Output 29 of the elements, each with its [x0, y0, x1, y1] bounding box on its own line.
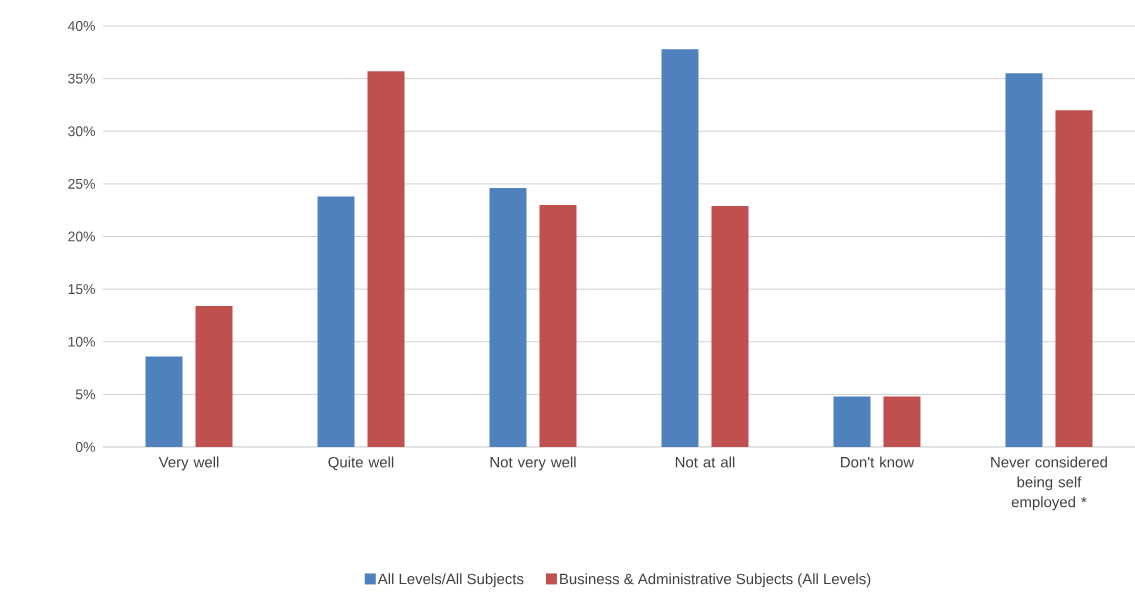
bar — [1055, 110, 1093, 447]
bar — [489, 188, 527, 447]
bar — [661, 49, 699, 447]
x-tick-label: Quite well — [328, 456, 394, 471]
bar — [711, 205, 749, 447]
y-tick-label: 20% — [68, 231, 95, 242]
bar — [317, 196, 355, 447]
bar — [195, 305, 233, 447]
y-tick-label: 0% — [75, 442, 95, 452]
legend-label: All Levels/All Subjects — [377, 573, 524, 588]
legend-label: Business & Administrative Subjects (All Levels) — [560, 573, 871, 588]
x-tick-label: Not very well — [490, 456, 576, 471]
x-tick-label: Very well — [158, 456, 219, 471]
y-tick-label: 5% — [75, 389, 95, 400]
y-tick-label: 30% — [68, 126, 95, 137]
bar — [539, 204, 577, 447]
x-tick-label: Never considered being self employed * — [991, 456, 1107, 511]
y-tick-label: 15% — [68, 284, 95, 295]
x-tick-label: Don't know — [841, 456, 915, 468]
y-tick-label: 40% — [67, 21, 95, 31]
bar — [145, 356, 183, 447]
bar — [367, 71, 405, 447]
bar — [1005, 73, 1043, 447]
y-tick-label: 25% — [68, 178, 95, 189]
y-tick-label: 35% — [68, 73, 95, 84]
bar — [883, 396, 921, 447]
bar — [833, 396, 871, 447]
y-tick-label: 10% — [68, 336, 95, 347]
x-tick-label: Not at all — [675, 456, 735, 468]
